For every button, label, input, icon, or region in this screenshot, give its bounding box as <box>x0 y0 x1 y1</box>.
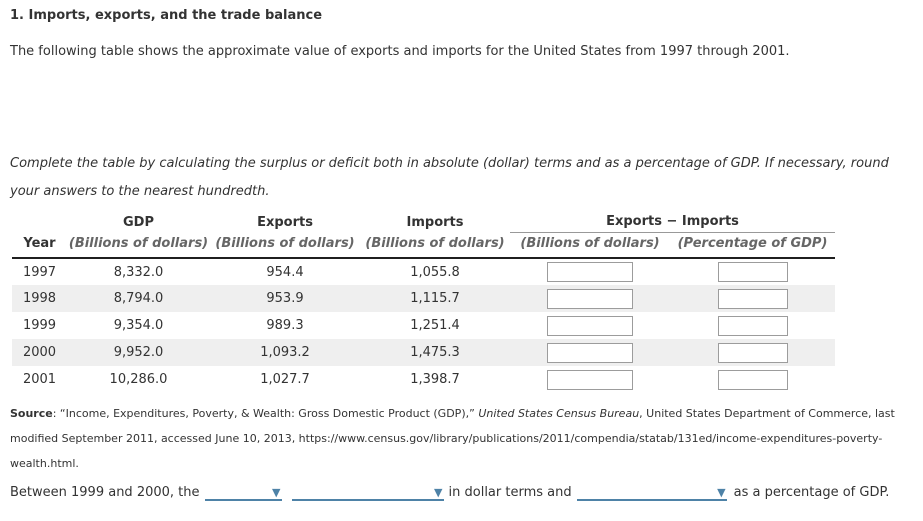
table-row-2000: 2000 9,952.0 1,093.2 1,475.3 <box>12 339 836 366</box>
surplus-pct-input-1997[interactable] <box>717 262 788 282</box>
year-cell: 1997 <box>22 264 57 280</box>
trade-table-container: GDP Exports Imports Exports − Imports Ye… <box>12 212 836 393</box>
header-exports-unit: (Billions of dollars) <box>215 236 355 251</box>
imports-cell: 1,115.7 <box>410 291 460 306</box>
header-gdp-unit: (Billions of dollars) <box>68 236 209 251</box>
imports-cell: 1,251.4 <box>410 318 460 333</box>
chevron-down-icon: ▼ <box>717 486 726 499</box>
surplus-dollars-input-1997[interactable] <box>547 262 633 282</box>
source-label: Source <box>10 407 53 420</box>
year-cell: 1999 <box>22 318 57 333</box>
imports-cell: 1,475.3 <box>410 345 460 360</box>
question-suffix: as a percentage of GDP. <box>733 485 890 500</box>
surplus-pct-input-1998[interactable] <box>717 288 788 309</box>
header-year: Year <box>23 236 56 251</box>
exports-cell: 1,093.2 <box>260 345 310 360</box>
exports-cell: 953.9 <box>266 291 304 306</box>
gdp-cell: 8,794.0 <box>113 291 164 306</box>
gdp-cell: 9,354.0 <box>113 318 164 333</box>
instruction-text: Complete the table by calculating the su… <box>10 156 889 199</box>
trade-table: GDP Exports Imports Exports − Imports Ye… <box>12 212 836 393</box>
chevron-down-icon: ▼ <box>272 486 281 499</box>
source-italic: United States Census Bureau <box>478 407 640 420</box>
table-row-1999: 1999 9,354.0 989.3 1,251.4 <box>12 312 835 339</box>
question-middle: in dollar terms and <box>448 485 572 500</box>
gdp-cell: 10,286.0 <box>109 372 168 387</box>
header-exports-minus-imports: Exports − Imports <box>510 212 836 233</box>
dropdown-change-percentage[interactable]: ▼ <box>576 485 727 501</box>
chevron-down-icon: ▼ <box>434 486 443 499</box>
table-row-2001: 2001 10,286.0 1,027.7 1,398.7 <box>12 366 835 393</box>
year-cell: 2001 <box>22 372 57 387</box>
dropdown-change-dollar-terms[interactable]: ▼ <box>291 485 444 501</box>
dropdown-direction[interactable]: ▼ <box>204 485 282 501</box>
imports-cell: 1,055.8 <box>410 264 460 280</box>
header-imports-unit: (Billions of dollars) <box>365 236 505 251</box>
surplus-dollars-input-2001[interactable] <box>547 369 633 390</box>
header-surplus-dollars-unit: (Billions of dollars) <box>520 236 660 251</box>
gdp-cell: 8,332.0 <box>113 264 164 280</box>
header-year-spacer <box>12 212 67 233</box>
source-text-1: : “Income, Expenditures, Poverty, & Weal… <box>52 407 479 420</box>
surplus-pct-input-2000[interactable] <box>717 342 788 363</box>
imports-cell: 1,398.7 <box>410 372 460 387</box>
source-citation: Source: “Income, Expenditures, Poverty, … <box>10 401 920 476</box>
header-exports: Exports <box>257 214 313 230</box>
table-row-1997: 1997 8,332.0 954.4 1,055.8 <box>12 258 835 285</box>
surplus-dollars-input-1998[interactable] <box>547 288 633 309</box>
surplus-pct-input-1999[interactable] <box>717 315 788 336</box>
question-prefix: Between 1999 and 2000, the <box>10 485 200 500</box>
year-cell: 2000 <box>22 345 57 360</box>
year-cell: 1998 <box>22 291 57 306</box>
source-text-2: , United States Department of Commerce, … <box>10 407 895 470</box>
exports-cell: 989.3 <box>266 318 304 333</box>
header-gdp: GDP <box>123 214 154 230</box>
exports-cell: 1,027.7 <box>260 372 310 387</box>
header-surplus-pct-unit: (Percentage of GDP) <box>677 236 828 251</box>
table-row-1998: 1998 8,794.0 953.9 1,115.7 <box>12 285 836 312</box>
surplus-pct-input-2001[interactable] <box>717 369 788 390</box>
fill-in-sentence: Between 1999 and 2000, the ▼ ▼ in dollar te… <box>10 485 889 501</box>
surplus-dollars-input-2000[interactable] <box>547 342 633 363</box>
gdp-cell: 9,952.0 <box>113 345 164 360</box>
intro-text: The following table shows the approximat… <box>10 44 790 59</box>
exports-cell: 954.4 <box>266 264 304 280</box>
header-imports: Imports <box>406 214 464 230</box>
surplus-dollars-input-1999[interactable] <box>547 315 633 336</box>
page-title: 1. Imports, exports, and the trade balan… <box>10 8 323 23</box>
